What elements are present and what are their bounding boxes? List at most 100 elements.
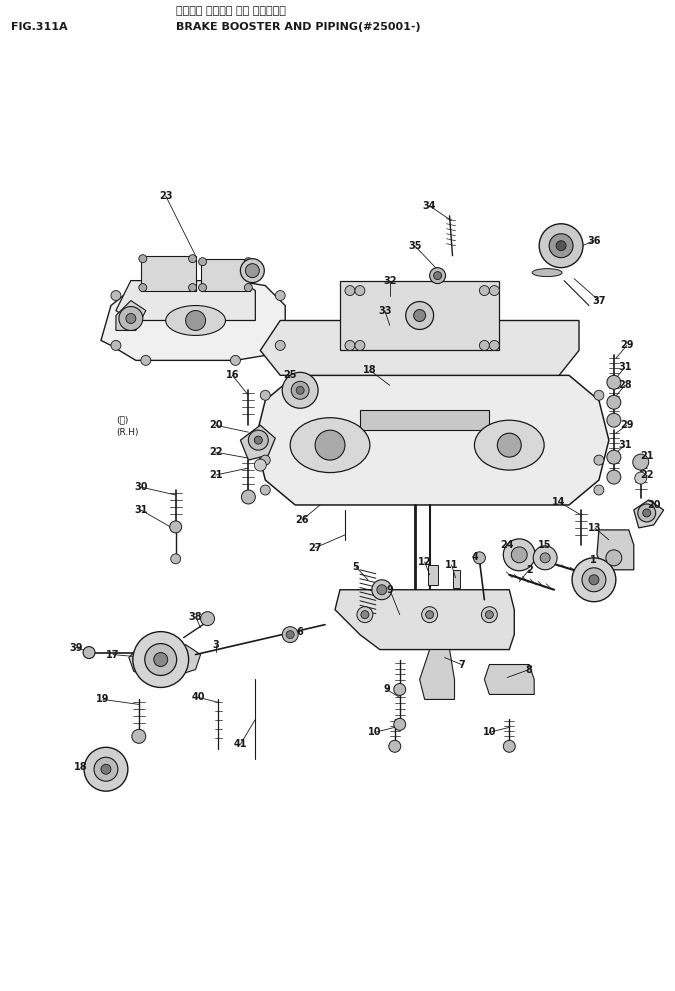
Circle shape — [357, 606, 373, 622]
Circle shape — [355, 341, 365, 351]
Circle shape — [291, 382, 309, 399]
Circle shape — [594, 485, 604, 495]
Text: 10: 10 — [368, 727, 381, 737]
Circle shape — [133, 631, 188, 688]
Circle shape — [169, 521, 182, 533]
Text: 14: 14 — [552, 496, 566, 507]
Circle shape — [261, 455, 270, 465]
Text: 24: 24 — [501, 540, 514, 550]
Circle shape — [429, 268, 446, 283]
Circle shape — [638, 504, 655, 522]
Circle shape — [345, 341, 355, 351]
Circle shape — [539, 224, 583, 268]
Bar — [200, 259, 250, 290]
Text: 27: 27 — [308, 543, 322, 553]
Circle shape — [422, 606, 437, 622]
Circle shape — [345, 285, 355, 295]
Circle shape — [533, 546, 557, 570]
Circle shape — [589, 575, 599, 585]
Circle shape — [111, 341, 121, 351]
Polygon shape — [634, 500, 664, 528]
Circle shape — [139, 255, 146, 263]
Ellipse shape — [165, 305, 225, 335]
Circle shape — [275, 341, 286, 351]
Text: 19: 19 — [97, 695, 110, 705]
Text: 21: 21 — [209, 470, 222, 480]
Circle shape — [556, 241, 566, 251]
Circle shape — [504, 539, 535, 571]
Circle shape — [230, 356, 240, 366]
Circle shape — [198, 258, 207, 266]
Circle shape — [489, 341, 500, 351]
Circle shape — [198, 283, 207, 291]
Circle shape — [594, 455, 604, 465]
Circle shape — [240, 259, 265, 282]
Circle shape — [315, 430, 345, 460]
Circle shape — [84, 747, 128, 791]
Text: 13: 13 — [588, 523, 601, 533]
Circle shape — [485, 610, 493, 618]
Circle shape — [286, 630, 294, 638]
Bar — [452, 570, 460, 588]
Polygon shape — [101, 280, 286, 361]
Circle shape — [132, 729, 146, 743]
Circle shape — [489, 285, 500, 295]
Circle shape — [145, 643, 177, 676]
Ellipse shape — [532, 269, 562, 276]
Text: 9: 9 — [386, 585, 393, 595]
Text: 37: 37 — [592, 295, 605, 305]
Ellipse shape — [290, 418, 370, 473]
Circle shape — [549, 234, 573, 258]
Text: 40: 40 — [192, 693, 205, 703]
Text: 15: 15 — [539, 540, 552, 550]
Bar — [141, 256, 196, 290]
Circle shape — [261, 390, 270, 400]
Circle shape — [244, 283, 252, 291]
Text: 2: 2 — [526, 565, 533, 575]
Text: 39: 39 — [70, 642, 83, 652]
Circle shape — [540, 553, 550, 563]
Circle shape — [632, 454, 649, 470]
Text: 25: 25 — [284, 371, 297, 381]
Text: 29: 29 — [620, 341, 634, 351]
Text: 28: 28 — [618, 381, 632, 390]
Text: 26: 26 — [296, 515, 309, 525]
Text: 6: 6 — [297, 626, 304, 636]
Text: 20: 20 — [647, 500, 660, 510]
Text: 8: 8 — [526, 665, 533, 675]
Ellipse shape — [475, 420, 544, 470]
Circle shape — [394, 718, 406, 730]
Circle shape — [200, 611, 215, 625]
Text: (左): (左) — [116, 415, 128, 425]
Text: 9: 9 — [383, 685, 390, 695]
Text: BRAKE BOOSTER AND PIPING(#25001-): BRAKE BOOSTER AND PIPING(#25001-) — [176, 23, 421, 33]
Circle shape — [126, 313, 136, 323]
Circle shape — [248, 430, 268, 450]
Polygon shape — [261, 320, 579, 376]
Circle shape — [504, 740, 515, 752]
Text: 31: 31 — [134, 505, 148, 515]
Text: 10: 10 — [483, 727, 496, 737]
Bar — [360, 410, 489, 430]
Text: 7: 7 — [458, 660, 465, 670]
Bar — [340, 280, 500, 351]
Polygon shape — [597, 530, 634, 570]
Circle shape — [473, 552, 485, 564]
Circle shape — [246, 264, 259, 277]
Polygon shape — [420, 649, 454, 700]
Circle shape — [607, 450, 621, 464]
Circle shape — [389, 740, 401, 752]
Circle shape — [242, 490, 255, 504]
Text: 18: 18 — [363, 366, 377, 376]
Circle shape — [171, 554, 181, 564]
Text: 20: 20 — [209, 420, 222, 430]
Text: 36: 36 — [587, 236, 601, 246]
Text: 23: 23 — [159, 191, 172, 201]
Text: 17: 17 — [106, 649, 119, 660]
Polygon shape — [161, 644, 200, 678]
Circle shape — [497, 433, 521, 457]
Circle shape — [511, 547, 527, 563]
Circle shape — [582, 568, 606, 592]
Circle shape — [188, 283, 196, 291]
Circle shape — [186, 310, 206, 330]
